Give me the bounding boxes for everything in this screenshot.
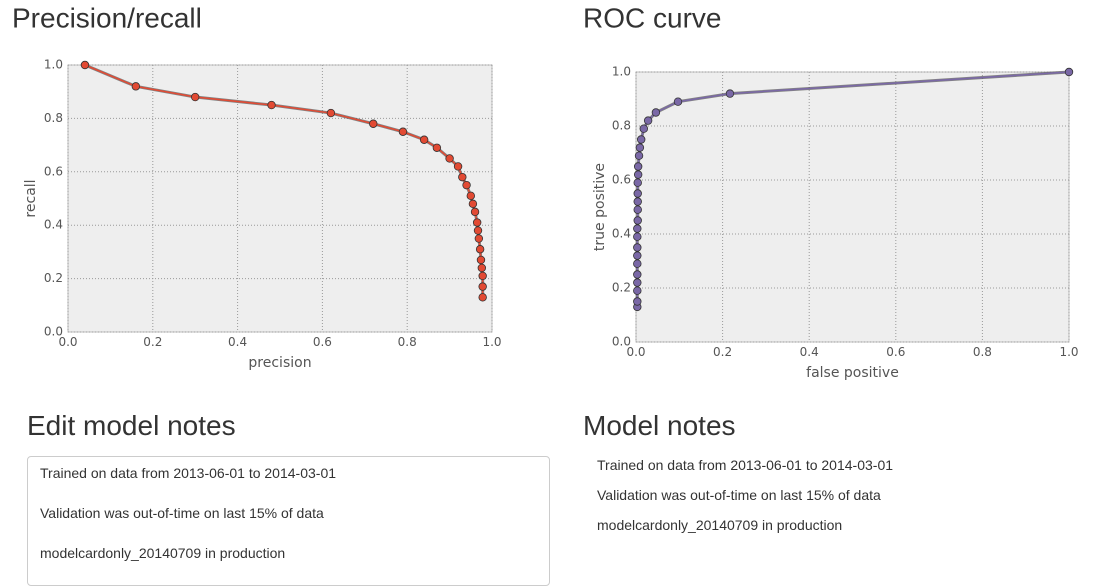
marker <box>476 255 486 265</box>
x-tick-label: 0.0 <box>626 345 645 359</box>
marker <box>673 97 683 106</box>
marker <box>633 243 642 252</box>
y-axis-label: true positive <box>592 163 608 251</box>
x-tick-label: 0.2 <box>713 345 732 359</box>
marker <box>80 60 90 70</box>
x-tick-label: 1.0 <box>1059 345 1078 359</box>
y-tick-label: 0.0 <box>612 335 631 349</box>
marker <box>635 143 645 152</box>
marker <box>473 226 483 235</box>
marker <box>131 82 141 91</box>
marker <box>633 259 642 268</box>
marker <box>190 92 200 102</box>
marker <box>472 218 482 227</box>
marker <box>419 135 429 144</box>
marker <box>398 127 408 136</box>
marker <box>326 108 336 118</box>
x-tick-label: 0.8 <box>398 335 417 349</box>
x-tick-label: 0.4 <box>800 345 819 359</box>
y-tick-label: 1.0 <box>612 65 631 79</box>
note-line: modelcardonly_20140709 in production <box>40 545 286 561</box>
y-tick-label: 0.2 <box>612 281 631 295</box>
marker <box>633 205 642 214</box>
note-line: Trained on data from 2013-06-01 to 2014-… <box>40 465 337 481</box>
y-tick-label: 0.4 <box>612 227 631 241</box>
page: Precision/recall 0.0 0.2 0.4 0.6 0.8 1.0 0.0 0.2… <box>12 2 1079 586</box>
plot-area <box>635 71 1070 343</box>
note-line: modelcardonly_20140709 in production <box>597 517 843 533</box>
marker <box>643 116 653 125</box>
chart-title: ROC curve <box>583 2 721 33</box>
marker <box>474 234 484 243</box>
marker <box>369 119 378 128</box>
y-tick-label: 1.0 <box>44 58 63 72</box>
charts: Precision/recall 0.0 0.2 0.4 0.6 0.8 1.0 0.0 0.2… <box>12 2 1079 381</box>
marker <box>478 271 487 281</box>
marker <box>639 124 648 133</box>
x-tick-label: 0.2 <box>143 335 162 349</box>
x-tick-label: 1.0 <box>482 335 501 349</box>
marker <box>633 216 642 225</box>
marker <box>475 245 485 254</box>
y-tick-label: 0.4 <box>44 218 63 232</box>
x-tick-label: 0.0 <box>58 335 77 349</box>
marker <box>633 197 642 206</box>
marker <box>478 293 487 302</box>
marker <box>445 154 454 163</box>
marker <box>470 207 480 217</box>
y-tick-label: 0.8 <box>612 119 631 133</box>
y-axis-label: recall <box>23 179 39 217</box>
y-tick-label: 0.8 <box>44 111 63 125</box>
y-tick-label: 0.6 <box>44 164 63 178</box>
marker <box>633 224 642 233</box>
marker <box>267 100 276 110</box>
marker <box>633 286 642 295</box>
x-tick-label: 0.6 <box>313 335 332 349</box>
note-line: Validation was out-of-time on last 15% o… <box>40 505 324 521</box>
notes-editor[interactable]: Trained on data from 2013-06-01 to 2014-… <box>27 456 550 586</box>
x-tick-label: 0.4 <box>228 335 247 349</box>
x-axis-label: precision <box>248 355 311 371</box>
marker <box>633 232 642 241</box>
chart-title: Precision/recall <box>12 2 202 33</box>
note-line: Validation was out-of-time on last 15% o… <box>597 487 881 503</box>
x-tick-label: 0.6 <box>886 345 905 359</box>
section-title: Model notes <box>583 410 736 441</box>
marker <box>633 170 643 179</box>
marker <box>432 143 442 152</box>
y-tick-label: 0.0 <box>44 325 63 339</box>
marker <box>633 189 642 198</box>
x-axis-label: false positive <box>806 365 899 381</box>
note-line: Trained on data from 2013-06-01 to 2014-… <box>597 457 894 473</box>
marker <box>636 135 646 144</box>
marker <box>633 251 642 260</box>
marker <box>633 270 642 279</box>
marker <box>1064 67 1074 77</box>
x-tick-label: 0.8 <box>973 345 992 359</box>
section-title: Edit model notes <box>27 410 236 441</box>
plot-area <box>67 64 493 333</box>
marker <box>466 191 475 201</box>
marker <box>477 263 487 273</box>
y-tick-label: 0.6 <box>612 173 631 187</box>
marker <box>453 162 463 171</box>
marker <box>725 89 735 98</box>
marker <box>633 297 642 306</box>
marker <box>458 172 467 182</box>
marker <box>633 278 642 287</box>
marker <box>478 282 487 291</box>
marker <box>633 162 643 171</box>
marker <box>634 151 644 160</box>
marker <box>468 199 478 209</box>
marker <box>462 180 471 190</box>
marker <box>651 108 661 117</box>
marker <box>633 178 642 187</box>
y-tick-label: 0.2 <box>44 271 63 285</box>
